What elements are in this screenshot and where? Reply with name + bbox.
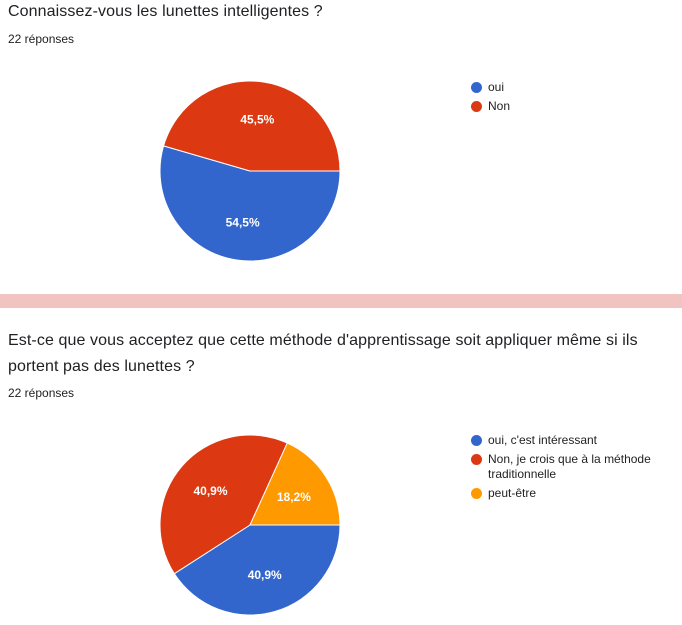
legend-swatch-icon [471, 101, 482, 112]
legend-label: Non [488, 99, 511, 113]
legend-item[interactable]: Non [471, 99, 510, 114]
slice-label-1: 40,9% [248, 568, 282, 582]
pie-slice-3 [249, 442, 341, 526]
slice-label-2: 45,5% [240, 112, 274, 126]
pie-slice-2 [162, 80, 341, 172]
legend-item[interactable]: Non, je crois que à la méthode tradition… [471, 452, 682, 482]
question-title: Est-ce que vous acceptez que cette métho… [8, 332, 638, 375]
pie-slice-1 [159, 145, 341, 262]
slice-label-2: 40,9% [194, 484, 228, 498]
legend-label: oui [488, 80, 505, 94]
legend-swatch-icon [471, 454, 482, 465]
pie-chart: 54,5% 45,5% [159, 80, 341, 262]
legend-swatch-icon [471, 435, 482, 446]
legend-item[interactable]: oui, c'est intéressant [471, 433, 682, 448]
response-count: 22 réponses [8, 32, 75, 46]
legend-swatch-icon [471, 82, 482, 93]
pie-slice-2 [159, 434, 288, 575]
legend-label: oui, c'est intéressant [488, 433, 598, 447]
section-divider [0, 294, 682, 308]
chart-legend: oui, c'est intéressant Non, je crois que … [471, 433, 682, 505]
slice-label-3: 18,2% [277, 490, 311, 504]
legend-label: Non, je crois que à la méthode tradition… [488, 452, 651, 481]
slice-label-1: 54,5% [226, 216, 260, 230]
question-card-2: Est-ce que vous acceptez que cette métho… [0, 308, 682, 617]
legend-label: peut-être [488, 486, 537, 500]
question-title: Connaissez-vous les lunettes intelligent… [8, 3, 323, 20]
response-count: 22 réponses [8, 386, 75, 400]
legend-item[interactable]: oui [471, 80, 510, 95]
chart-legend: oui Non [471, 80, 510, 118]
legend-swatch-icon [471, 488, 482, 499]
pie-chart: 40,9% 40,9% 18,2% [159, 434, 341, 616]
legend-item[interactable]: peut-être [471, 486, 682, 501]
question-card-1: Connaissez-vous les lunettes intelligent… [0, 0, 682, 294]
